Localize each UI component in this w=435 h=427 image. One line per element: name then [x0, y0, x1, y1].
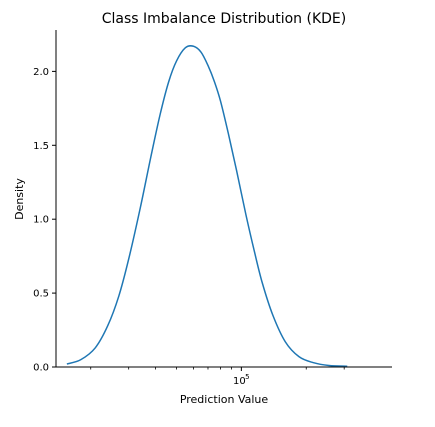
- y-tick-label: 1.0: [33, 215, 49, 226]
- x-tick-label: 10: [233, 376, 246, 387]
- x-tick-label-exponent: 5: [245, 373, 249, 381]
- y-tick-label: 0.0: [33, 363, 49, 374]
- x-axis-label: Prediction Value: [180, 393, 269, 406]
- y-tick-label: 2.0: [33, 67, 49, 78]
- chart-title: Class Imbalance Distribution (KDE): [102, 11, 346, 27]
- y-axis-label: Density: [13, 178, 26, 220]
- y-axis-ticks: 0.0 0.5 1.0 1.5 2.0: [33, 67, 56, 374]
- kde-curve-0: [66, 45, 348, 368]
- plot-area: [66, 45, 348, 368]
- y-tick-label: 0.5: [33, 289, 49, 300]
- y-tick-label: 1.5: [33, 141, 49, 152]
- x-axis-ticks: 10 5: [90, 367, 345, 387]
